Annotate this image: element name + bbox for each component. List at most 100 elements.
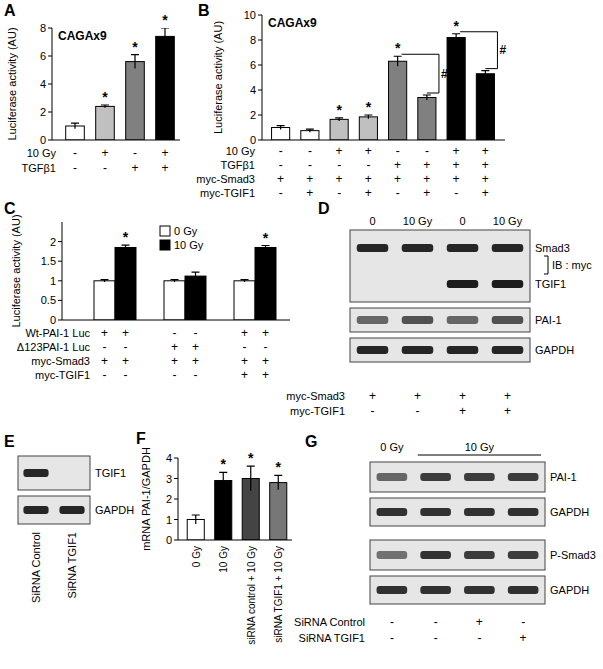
- lane-header: 0 Gy: [380, 441, 404, 453]
- protein-label: PAI-1: [550, 471, 577, 483]
- condition-value: +: [476, 615, 483, 629]
- condition-value: +: [482, 158, 489, 172]
- x-axis: [262, 140, 505, 141]
- tick-label: 2: [40, 106, 46, 118]
- lane-header: 10 Gy: [493, 215, 523, 227]
- error-bar: [241, 280, 249, 282]
- band: [402, 280, 434, 288]
- tick: [258, 140, 262, 141]
- condition-value: +: [504, 404, 511, 418]
- group-bracket: [544, 256, 548, 274]
- error-bar: [122, 245, 130, 250]
- axis-title: mRNA PAI-1/GAPDH: [140, 447, 152, 551]
- lane-header: 10 Gy: [403, 215, 433, 227]
- condition-name: myc-TGIF1: [200, 187, 255, 199]
- condition-value: +: [241, 354, 248, 368]
- tick: [258, 65, 262, 66]
- tick-label: 0: [50, 314, 56, 326]
- condition-name: Δ123PAI-1 Luc: [17, 341, 91, 353]
- blot-membrane: [18, 456, 90, 490]
- band: [464, 551, 495, 559]
- error-bar: [219, 472, 227, 488]
- bar: [185, 276, 206, 320]
- x-axis: [62, 320, 290, 321]
- condition-value: +: [453, 158, 460, 172]
- tick: [48, 140, 52, 141]
- band: [492, 280, 524, 288]
- protein-label: TGIF1: [95, 467, 126, 479]
- condition-value: +: [414, 389, 421, 403]
- group-label: IB : myc: [552, 259, 592, 271]
- condition-value: +: [241, 326, 248, 340]
- x-axis: [178, 540, 292, 541]
- condition-value: +: [101, 354, 108, 368]
- condition-name: myc-Smad3: [286, 390, 345, 402]
- plot-marks: [94, 245, 276, 320]
- x-axis: [52, 140, 180, 141]
- chart-panel: A***02468Luciferase activity (AU)CAGAx91…: [4, 2, 180, 175]
- condition-name: TGFβ1: [221, 159, 255, 171]
- comparison-bracket: [460, 32, 497, 69]
- condition-value: -: [337, 186, 341, 200]
- protein-label: GAPDH: [550, 506, 589, 518]
- condition-value: +: [369, 389, 376, 403]
- band: [402, 244, 434, 252]
- condition-value: -: [434, 631, 438, 645]
- legend-label: 10 Gy: [174, 239, 204, 251]
- protein-label: PAI-1: [535, 314, 562, 326]
- condition-name: TGFβ1: [22, 162, 56, 174]
- tick-label: 10: [244, 9, 256, 21]
- significance-mark: *: [123, 229, 129, 245]
- condition-value: +: [365, 144, 372, 158]
- condition-value: +: [482, 172, 489, 186]
- condition-name: 10 Gy: [226, 145, 256, 157]
- significance-mark: *: [102, 89, 108, 105]
- condition-value: +: [131, 161, 138, 175]
- band: [508, 473, 539, 481]
- protein-label: GAPDH: [550, 584, 589, 596]
- tick: [174, 458, 178, 459]
- condition-value: -: [396, 186, 400, 200]
- error-bar: [335, 118, 343, 121]
- band: [357, 244, 389, 252]
- panel-letter: G: [305, 433, 317, 450]
- error-bar: [101, 105, 109, 108]
- condition-value: +: [504, 389, 511, 403]
- bar: [164, 281, 185, 320]
- condition-value: +: [453, 144, 460, 158]
- significance-mark: *: [366, 99, 372, 115]
- blot-panel: G0 Gy10 GyPAI-1GAPDHP-Smad3GAPDHSiRNA Co…: [294, 433, 596, 645]
- tick: [48, 112, 52, 113]
- significance-mark: *: [336, 102, 342, 118]
- bar: [330, 119, 348, 140]
- band: [464, 508, 495, 516]
- condition-value: +: [423, 172, 430, 186]
- y-axis: [62, 222, 63, 320]
- significance-mark: *: [263, 230, 269, 246]
- blot-membrane: [18, 496, 90, 524]
- plot-marks: [272, 34, 495, 140]
- tick-label: 4: [166, 452, 172, 464]
- condition-value: +: [365, 172, 372, 186]
- condition-value: -: [416, 404, 420, 418]
- bar: [126, 62, 145, 140]
- tick: [258, 15, 262, 16]
- band: [377, 473, 408, 481]
- bar: [94, 281, 115, 320]
- bar: [156, 36, 175, 140]
- tick-label: 2: [50, 236, 56, 248]
- significance-mark: *: [162, 12, 168, 28]
- error-bar: [131, 55, 139, 69]
- condition-value: -: [308, 144, 312, 158]
- condition-value: +: [306, 172, 313, 186]
- chart-panel: C**00.511.52Luciferase activity (AU)0 Gy…: [4, 200, 290, 382]
- condition-value: +: [122, 326, 129, 340]
- condition-value: -: [124, 368, 128, 382]
- blot-membrane: [370, 576, 545, 604]
- condition-value: -: [73, 146, 77, 160]
- error-bar: [452, 34, 460, 42]
- condition-value: -: [477, 631, 481, 645]
- condition-value: +: [394, 158, 401, 172]
- plot-marks: [66, 28, 175, 140]
- condition-value: +: [336, 144, 343, 158]
